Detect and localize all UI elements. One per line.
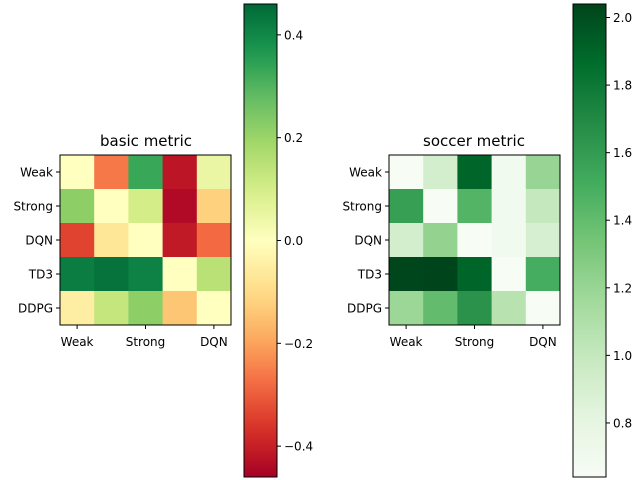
basic-metric-colorbar: 0.4 0.2 0.0 −0.2 −0.4 bbox=[243, 3, 313, 478]
soccer-metric-cell-r2-c4 bbox=[525, 223, 561, 258]
soccer-metric-col-ticks: Weak Strong DQN bbox=[390, 325, 557, 349]
basic-metric-row-ticks: Weak Strong DQN TD3 DDPG bbox=[13, 166, 60, 316]
basic-metric-cell-r2-c4 bbox=[196, 223, 232, 258]
soccer-metric-cell-r4-c2 bbox=[457, 291, 492, 326]
basic-metric-colorbar-tick-label: −0.2 bbox=[284, 337, 313, 351]
soccer-metric-row-label-strong: Strong bbox=[342, 200, 382, 214]
soccer-metric-cell-r2-c2 bbox=[457, 223, 492, 258]
soccer-metric-cell-r1-c4 bbox=[525, 189, 561, 224]
basic-metric-cell-r4-c3 bbox=[162, 291, 198, 326]
soccer-metric-colorbar-tick-label: 0.8 bbox=[613, 416, 632, 430]
basic-metric-cells bbox=[60, 155, 232, 326]
basic-metric-row-label-td3: TD3 bbox=[28, 268, 53, 282]
basic-metric-colorbar-ticks: 0.4 0.2 0.0 −0.2 −0.4 bbox=[277, 28, 313, 454]
soccer-metric-cell-r4-c3 bbox=[491, 291, 527, 326]
basic-metric-cell-r4-c1 bbox=[94, 291, 129, 326]
basic-metric-cell-r0-c2 bbox=[128, 155, 163, 190]
soccer-metric-cell-r0-c3 bbox=[491, 155, 527, 190]
basic-metric-cell-r2-c1 bbox=[94, 223, 129, 258]
basic-metric-cell-r1-c4 bbox=[196, 189, 232, 224]
soccer-metric-cell-r2-c3 bbox=[491, 223, 527, 258]
soccer-metric-colorbar-tick-label: 1.6 bbox=[613, 146, 632, 160]
soccer-metric-cell-r0-c1 bbox=[423, 155, 458, 190]
basic-metric-cell-r1-c3 bbox=[162, 189, 198, 224]
basic-metric-cell-r2-c2 bbox=[128, 223, 163, 258]
basic-metric-cell-r1-c0 bbox=[60, 189, 95, 224]
soccer-metric-colorbar: 2.0 1.8 1.6 1.4 1.2 1.0 0.8 bbox=[572, 3, 632, 478]
basic-metric-col-label-strong: Strong bbox=[126, 335, 166, 349]
basic-metric-title: basic metric bbox=[100, 132, 192, 150]
soccer-metric-cell-r4-c4 bbox=[525, 291, 561, 326]
soccer-metric-row-label-ddpg: DDPG bbox=[347, 302, 382, 316]
basic-metric-cell-r2-c3 bbox=[162, 223, 198, 258]
basic-metric-row-label-weak: Weak bbox=[20, 166, 53, 180]
soccer-metric-colorbar-ticks: 2.0 1.8 1.6 1.4 1.2 1.0 0.8 bbox=[606, 11, 632, 430]
soccer-metric-col-label-strong: Strong bbox=[455, 335, 495, 349]
soccer-metric-cell-r3-c3 bbox=[491, 257, 527, 292]
soccer-metric-cell-r3-c1 bbox=[423, 257, 458, 292]
basic-metric-colorbar-tick-label: 0.2 bbox=[284, 131, 303, 145]
soccer-metric-cell-r4-c0 bbox=[389, 291, 424, 326]
basic-metric-heatmap: basic metric Weak Strong DQN TD3 DDPG Weak St… bbox=[13, 132, 232, 349]
basic-metric-cell-r0-c0 bbox=[60, 155, 95, 190]
basic-metric-cell-r3-c0 bbox=[60, 257, 95, 292]
soccer-metric-row-ticks: Weak Strong DQN TD3 DDPG bbox=[342, 166, 389, 316]
soccer-metric-col-label-weak: Weak bbox=[390, 335, 423, 349]
soccer-metric-cell-r3-c4 bbox=[525, 257, 561, 292]
basic-metric-cell-r2-c0 bbox=[60, 223, 95, 258]
basic-metric-row-label-dqn: DQN bbox=[25, 234, 53, 248]
soccer-metric-cell-r4-c1 bbox=[423, 291, 458, 326]
basic-metric-cell-r4-c4 bbox=[196, 291, 232, 326]
soccer-metric-cell-r3-c0 bbox=[389, 257, 424, 292]
basic-metric-cell-r0-c3 bbox=[162, 155, 198, 190]
basic-metric-col-ticks: Weak Strong DQN bbox=[61, 325, 228, 349]
soccer-metric-cell-r1-c0 bbox=[389, 189, 424, 224]
basic-metric-cell-r3-c1 bbox=[94, 257, 129, 292]
basic-metric-cell-r3-c3 bbox=[162, 257, 198, 292]
soccer-metric-colorbar-tick-label: 1.0 bbox=[613, 349, 632, 363]
basic-metric-colorbar-gradient bbox=[244, 4, 277, 477]
soccer-metric-col-label-dqn: DQN bbox=[529, 335, 557, 349]
soccer-metric-cell-r2-c1 bbox=[423, 223, 458, 258]
basic-metric-col-label-dqn: DQN bbox=[200, 335, 228, 349]
soccer-metric-colorbar-tick-label: 1.8 bbox=[613, 79, 632, 93]
soccer-metric-cell-r0-c0 bbox=[389, 155, 424, 190]
soccer-metric-cell-r1-c3 bbox=[491, 189, 527, 224]
basic-metric-cell-r3-c2 bbox=[128, 257, 163, 292]
soccer-metric-colorbar-gradient bbox=[573, 4, 606, 477]
basic-metric-cell-r3-c4 bbox=[196, 257, 232, 292]
basic-metric-colorbar-tick-label: −0.4 bbox=[284, 440, 313, 454]
soccer-metric-cell-r0-c2 bbox=[457, 155, 492, 190]
soccer-metric-row-label-dqn: DQN bbox=[354, 234, 382, 248]
soccer-metric-title: soccer metric bbox=[423, 132, 525, 150]
basic-metric-cell-r0-c4 bbox=[196, 155, 232, 190]
basic-metric-cell-r0-c1 bbox=[94, 155, 129, 190]
basic-metric-cell-r4-c0 bbox=[60, 291, 95, 326]
soccer-metric-colorbar-frame bbox=[572, 3, 607, 478]
basic-metric-colorbar-tick-label: 0.0 bbox=[284, 234, 303, 248]
soccer-metric-colorbar-tick-label: 2.0 bbox=[613, 11, 632, 25]
soccer-metric-row-label-td3: TD3 bbox=[357, 268, 382, 282]
basic-metric-row-label-ddpg: DDPG bbox=[18, 302, 53, 316]
soccer-metric-cells bbox=[389, 155, 561, 326]
basic-metric-cell-r1-c1 bbox=[94, 189, 129, 224]
basic-metric-cell-r4-c2 bbox=[128, 291, 163, 326]
basic-metric-cell-r1-c2 bbox=[128, 189, 163, 224]
soccer-metric-cell-r3-c2 bbox=[457, 257, 492, 292]
soccer-metric-colorbar-tick-label: 1.4 bbox=[613, 214, 632, 228]
soccer-metric-cell-r2-c0 bbox=[389, 223, 424, 258]
basic-metric-colorbar-tick-label: 0.4 bbox=[284, 28, 303, 42]
soccer-metric-heatmap: soccer metric Weak Strong DQN TD3 DDPG Weak S… bbox=[342, 132, 561, 349]
soccer-metric-cell-r0-c4 bbox=[525, 155, 561, 190]
soccer-metric-row-label-weak: Weak bbox=[349, 166, 382, 180]
basic-metric-row-label-strong: Strong bbox=[13, 200, 53, 214]
soccer-metric-colorbar-tick-label: 1.2 bbox=[613, 281, 632, 295]
soccer-metric-cell-r1-c1 bbox=[423, 189, 458, 224]
basic-metric-col-label-weak: Weak bbox=[61, 335, 94, 349]
soccer-metric-cell-r1-c2 bbox=[457, 189, 492, 224]
